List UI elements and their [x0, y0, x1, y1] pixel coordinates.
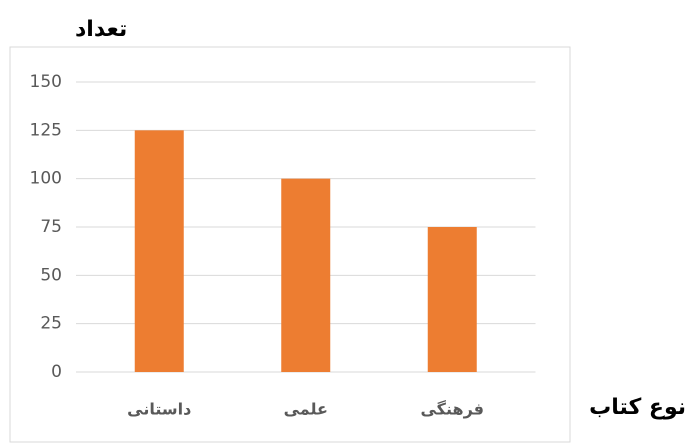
y-tick-label: 150	[30, 72, 62, 92]
y-tick-label: 0	[51, 362, 62, 382]
y-axis-label: تعداد	[75, 17, 127, 42]
y-tick-label: 75	[40, 217, 62, 237]
x-tick-label: داستانی	[127, 400, 191, 419]
bar	[427, 227, 477, 372]
x-axis-label: نوع کتاب	[589, 395, 686, 420]
y-tick-label: 100	[30, 169, 62, 189]
x-tick-label: فرهنگی	[420, 400, 484, 419]
plot-frame	[9, 46, 571, 443]
bar	[281, 178, 331, 372]
y-tick-label: 25	[40, 314, 62, 334]
y-tick-label: 125	[30, 120, 62, 140]
x-tick-label: علمی	[284, 400, 328, 419]
y-tick-label: 50	[40, 265, 62, 285]
bar	[134, 130, 184, 372]
